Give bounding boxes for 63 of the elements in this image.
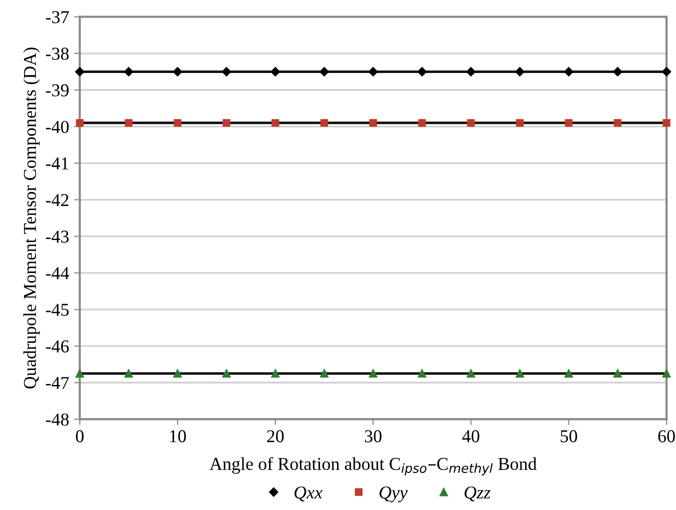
- x-tick-label: 20: [267, 430, 284, 442]
- point: [466, 67, 476, 76]
- y-tick-label: -39: [46, 84, 69, 96]
- point: [516, 119, 524, 127]
- y-tick-label: -42: [46, 194, 68, 206]
- point: [516, 369, 524, 378]
- legend-label: Qzz: [464, 486, 490, 502]
- point: [270, 67, 280, 76]
- point: [515, 67, 524, 76]
- point: [320, 119, 328, 127]
- x-axis-title: Angle of Rotation about C$_{ipso}$–C$_{methyl}$ Bond: [210, 457, 537, 476]
- y-axis-title: Quadrupole Moment Tensor Components (DA): [23, 48, 40, 388]
- point: [320, 67, 329, 76]
- legend-label: Qxx: [294, 486, 322, 502]
- point: [564, 119, 573, 127]
- y-tick-label: -45: [46, 304, 69, 316]
- point: [124, 67, 134, 76]
- point: [222, 119, 230, 127]
- legend-label: Qyy: [380, 486, 408, 502]
- point: [417, 67, 427, 76]
- point: [222, 67, 232, 76]
- point: [418, 119, 426, 127]
- y-tick-label: -43: [46, 230, 69, 243]
- point: [320, 369, 328, 378]
- point: [272, 119, 280, 127]
- x-tick-label: 30: [364, 430, 382, 442]
- point: [613, 67, 622, 76]
- y-tick-label: -40: [46, 120, 69, 134]
- point: [369, 119, 377, 127]
- point: [662, 119, 670, 127]
- point: [174, 119, 182, 127]
- point: [564, 369, 573, 378]
- y-tick-label: -41: [46, 158, 68, 170]
- point: [662, 67, 672, 76]
- x-tick-label: 0: [76, 430, 84, 442]
- point: [172, 67, 182, 76]
- point: [124, 369, 133, 378]
- point: [368, 369, 378, 378]
- point: [76, 119, 84, 127]
- point: [467, 119, 475, 127]
- y-tick-label: -38: [46, 48, 69, 60]
- y-tick-label: -47: [46, 377, 69, 389]
- point: [466, 369, 476, 378]
- point: [564, 67, 574, 76]
- y-tick-label: -37: [46, 11, 69, 24]
- x-tick-label: 60: [658, 430, 675, 442]
- x-tick-label: 40: [462, 430, 480, 442]
- point: [418, 369, 426, 378]
- point: [662, 369, 671, 378]
- point: [124, 119, 132, 127]
- point: [271, 369, 280, 378]
- y-tick-label: -48: [46, 413, 69, 426]
- point: [368, 67, 378, 76]
- point: [173, 369, 182, 378]
- point: [614, 119, 622, 127]
- y-tick-label: -46: [46, 340, 69, 352]
- x-tick-label: 10: [170, 430, 186, 442]
- point: [222, 369, 231, 378]
- point: [613, 369, 622, 378]
- point: [76, 369, 84, 378]
- y-tick-label: -44: [46, 267, 70, 280]
- x-tick-label: 50: [560, 430, 578, 442]
- point: [75, 67, 84, 76]
